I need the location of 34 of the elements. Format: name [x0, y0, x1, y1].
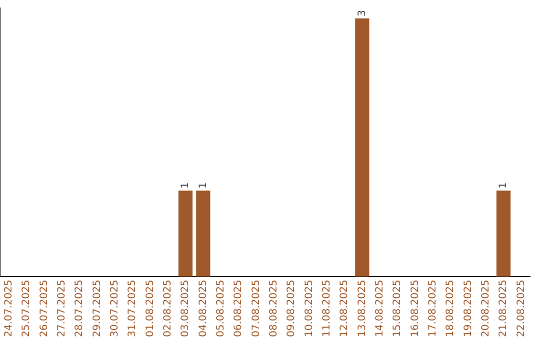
- x-tick-label: 18.08.2025: [445, 280, 456, 338]
- x-tick-label: 30.07.2025: [109, 280, 120, 338]
- data-label: 1: [498, 182, 510, 189]
- data-label: 1: [180, 182, 192, 189]
- x-tick-label: 01.08.2025: [144, 280, 156, 338]
- x-tick-label: 04.08.2025: [198, 280, 209, 338]
- x-tick-label: 08.08.2025: [268, 280, 280, 338]
- x-tick-label: 13.08.2025: [356, 280, 368, 338]
- x-tick-label: 22.08.2025: [516, 280, 527, 338]
- x-tick-label: 15.08.2025: [392, 280, 404, 338]
- x-tick-label: 07.08.2025: [250, 280, 262, 338]
- x-tick-label: 29.07.2025: [92, 280, 103, 338]
- x-tick-label: 09.08.2025: [286, 280, 298, 338]
- x-tick-label: 19.08.2025: [462, 280, 474, 338]
- x-tick-label: 21.08.2025: [498, 280, 510, 338]
- x-tick-label: 26.07.2025: [38, 280, 50, 338]
- data-label: 3: [356, 10, 368, 16]
- x-tick-label: 16.08.2025: [410, 280, 421, 338]
- x-tick-label: 14.08.2025: [374, 280, 386, 338]
- x-tick-label: 12.08.2025: [339, 280, 350, 338]
- x-tick-label: 31.07.2025: [127, 280, 138, 338]
- x-tick-label: 27.07.2025: [56, 280, 68, 338]
- x-tick-label: 25.07.2025: [21, 280, 32, 338]
- x-tick-label: 06.08.2025: [233, 280, 244, 338]
- x-tick-label: 20.08.2025: [480, 280, 492, 338]
- x-tick-label: 28.07.2025: [74, 280, 86, 338]
- x-tick-label: 05.08.2025: [215, 280, 226, 338]
- data-label: 1: [198, 182, 209, 189]
- x-tick-label: 02.08.2025: [162, 280, 174, 338]
- x-tick-label: 10.08.2025: [304, 280, 315, 338]
- x-tick-label: 03.08.2025: [180, 280, 192, 338]
- x-tick-label: 17.08.2025: [427, 280, 438, 338]
- x-tick-label: 11.08.2025: [321, 280, 332, 338]
- x-tick-label: 24.07.2025: [3, 280, 14, 338]
